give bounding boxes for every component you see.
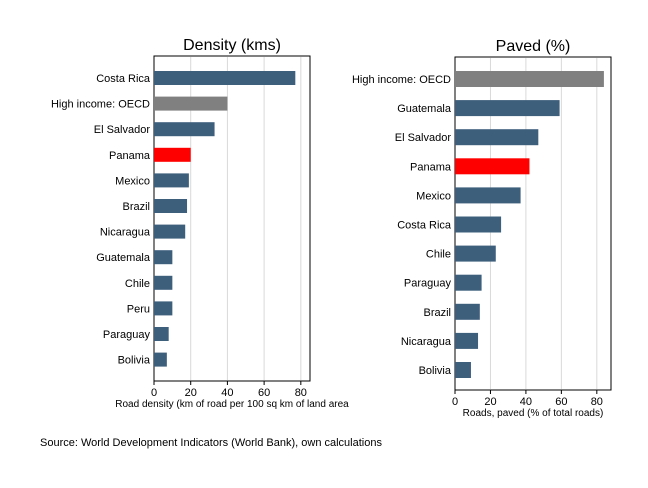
category-label: Panama: [109, 150, 151, 162]
bar: [154, 71, 296, 85]
category-label: Nicaragua: [100, 227, 151, 239]
x-tick-label: 80: [295, 387, 307, 399]
category-label: Guatemala: [397, 103, 452, 115]
bar: [154, 147, 191, 162]
x-tick-label: 40: [221, 387, 233, 399]
x-tick-label: 0: [151, 387, 157, 399]
x-tick-label: 0: [452, 396, 458, 408]
bar: [455, 245, 496, 262]
category-label: High income: OECD: [51, 99, 150, 111]
bar: [455, 332, 479, 349]
category-label: Paraguay: [404, 278, 452, 290]
bar: [455, 274, 482, 291]
bar: [455, 158, 530, 175]
category-label: High income: OECD: [352, 74, 451, 86]
category-label: Mexico: [416, 190, 451, 202]
category-label: El Salvador: [94, 124, 151, 136]
x-axis-label: Roads, paved (% of total roads): [463, 408, 604, 419]
category-label: Nicaragua: [401, 336, 452, 348]
x-tick-label: 20: [484, 396, 496, 408]
category-label: Guatemala: [96, 252, 151, 264]
bar: [154, 224, 186, 239]
category-label: Brazil: [423, 307, 451, 319]
category-label: Chile: [125, 278, 150, 290]
x-tick-label: 20: [185, 387, 197, 399]
chart-2: Paved (%) High income: OECD Guatemala El Sa…: [352, 38, 612, 419]
chart-title: Density (kms): [183, 37, 281, 54]
bar: [154, 122, 215, 137]
bar: [154, 250, 173, 265]
category-label: Mexico: [115, 175, 150, 187]
bar: [455, 71, 604, 87]
chart-1: Density (kms) Costa Rica High income: OECD…: [51, 37, 349, 410]
bar: [154, 352, 167, 367]
x-tick-label: 80: [591, 396, 603, 408]
x-tick-label: 40: [520, 396, 532, 408]
category-label: Costa Rica: [96, 73, 151, 85]
category-label: Peru: [127, 303, 150, 315]
source-note: Source: World Development Indicators (Wo…: [40, 437, 382, 449]
chart-title: Paved (%): [496, 38, 571, 55]
category-label: Brazil: [122, 201, 150, 213]
bar: [455, 362, 471, 378]
category-label: Bolivia: [419, 365, 452, 377]
bar: [154, 301, 173, 316]
category-label: Bolivia: [118, 355, 151, 367]
x-tick-label: 60: [258, 387, 270, 399]
bar: [455, 100, 560, 117]
bar: [455, 216, 502, 233]
category-label: Panama: [410, 161, 452, 173]
x-axis-label: Road density (km of road per 100 sq km o…: [115, 399, 349, 410]
bar: [154, 275, 173, 290]
bar: [455, 187, 521, 204]
bar: [154, 199, 188, 213]
category-label: Costa Rica: [397, 220, 452, 232]
x-tick-label: 60: [555, 396, 567, 408]
bar: [455, 129, 539, 146]
plot-frame: [153, 55, 311, 382]
bar: [154, 173, 189, 188]
bar: [455, 303, 480, 320]
bar: [154, 96, 228, 111]
category-label: Paraguay: [103, 329, 151, 341]
bar: [154, 327, 169, 341]
category-label: El Salvador: [395, 132, 452, 144]
category-label: Chile: [426, 249, 451, 261]
